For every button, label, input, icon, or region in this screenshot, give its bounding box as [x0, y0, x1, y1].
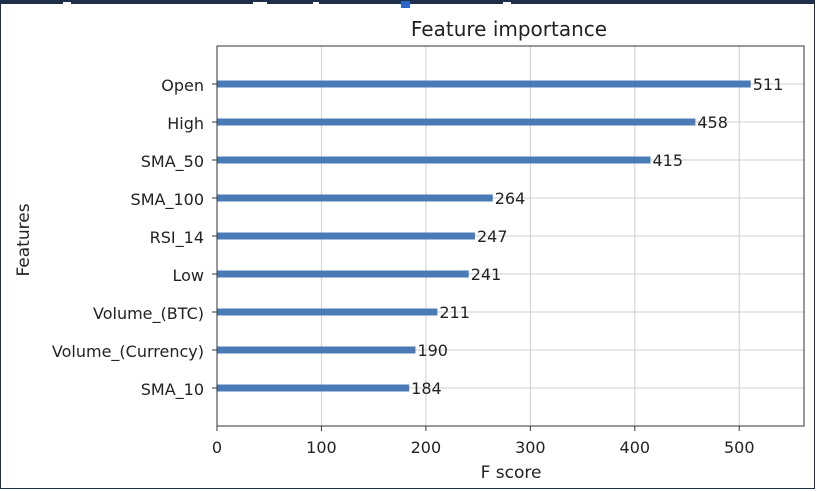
bar-value-label: 415	[652, 151, 683, 170]
y-tick-label: Volume_(Currency)	[52, 342, 204, 362]
y-tick-label: Open	[161, 76, 204, 95]
y-tick-label: SMA_10	[141, 380, 204, 400]
bar-value-label: 184	[411, 379, 442, 398]
y-tick-label: Low	[172, 266, 204, 285]
bar-value-label: 511	[753, 75, 784, 94]
y-tick-label: SMA_50	[141, 152, 204, 172]
x-axis-label: F score	[481, 463, 542, 483]
y-tick-label: High	[167, 114, 204, 133]
x-tick-label: 300	[515, 438, 546, 457]
y-tick-label: RSI_14	[150, 228, 204, 248]
bar	[217, 80, 751, 88]
resize-handle[interactable]	[401, 1, 410, 8]
bar-value-label: 247	[477, 227, 508, 246]
y-tick-label: SMA_100	[131, 190, 204, 210]
frame-tick	[63, 2, 71, 4]
bar-value-label: 458	[697, 113, 728, 132]
bar	[217, 384, 410, 392]
y-tick-label: Volume_(BTC)	[93, 304, 204, 324]
chart-title: Feature importance	[411, 17, 607, 41]
bars	[217, 80, 751, 392]
x-tick-label: 400	[620, 438, 651, 457]
frame-tick	[313, 2, 319, 4]
bar	[217, 118, 696, 126]
bar	[217, 346, 416, 354]
x-tick-label: 200	[411, 438, 442, 457]
x-tick-labels: 0 100 200 300 400 500	[212, 426, 755, 457]
bar	[217, 270, 469, 278]
bar-value-label: 190	[417, 341, 448, 360]
bar-value-label: 211	[439, 303, 470, 322]
x-tick-label: 500	[724, 438, 755, 457]
bar	[217, 232, 475, 240]
frame-tick	[253, 2, 267, 4]
frame-tick	[503, 2, 511, 4]
bar	[217, 194, 493, 202]
x-tick-label: 0	[212, 438, 222, 457]
y-tick-labels: Open High SMA_50 SMA_100 RSI_14 Low Volume_(BT…	[52, 76, 217, 400]
x-tick-label: 100	[306, 438, 337, 457]
bar	[217, 156, 651, 164]
bar-value-label: 241	[471, 265, 502, 284]
y-axis-label: Features	[14, 203, 34, 276]
bar-value-label: 264	[495, 189, 526, 208]
bar	[217, 308, 438, 316]
